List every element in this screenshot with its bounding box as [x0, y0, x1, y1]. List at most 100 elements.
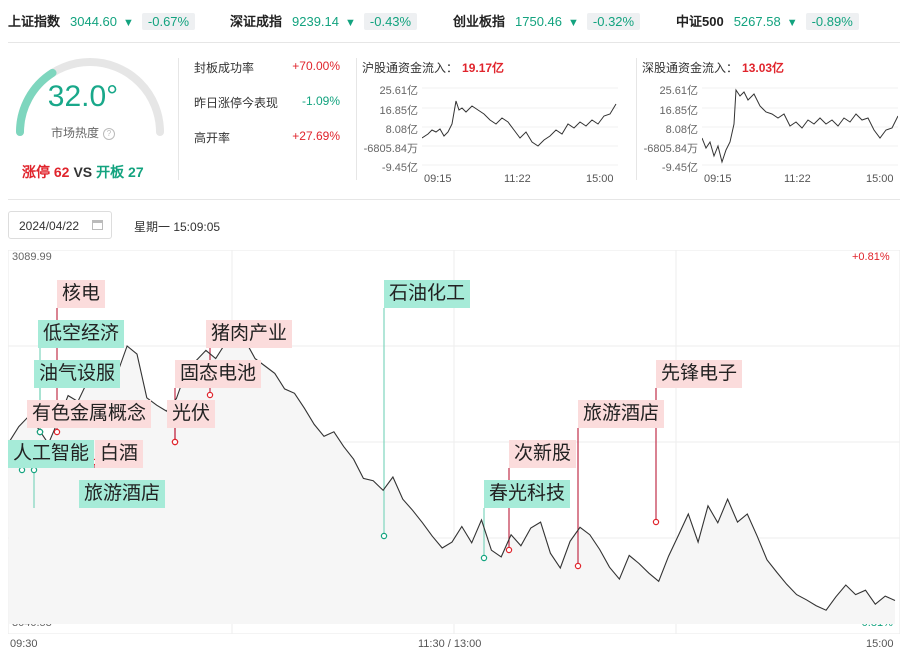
index-name: 中证500: [676, 14, 724, 29]
sector-tag[interactable]: 人工智能: [8, 440, 95, 468]
marker-dot[interactable]: [53, 428, 61, 436]
index-change: -0.43%: [363, 13, 418, 30]
limit-summary: 涨停 62 VS 开板 27: [22, 162, 144, 182]
marker-dot[interactable]: [206, 391, 214, 399]
flow-title: 沪股通资金流入： 19.17亿: [362, 59, 504, 76]
weekday-time: 星期一 15:09:05: [134, 220, 221, 234]
limit-up-label: 涨停: [22, 164, 50, 180]
flow-title-label: 沪股通资金流入：: [362, 61, 459, 75]
sector-tag[interactable]: 白酒: [95, 440, 144, 468]
flow-title-label: 深股通资金流入：: [642, 61, 739, 75]
y-tick: 16.85亿: [659, 105, 698, 117]
stat-value: +27.69%: [292, 129, 340, 143]
index-value: 3044.60: [70, 14, 118, 29]
flow-value: 13.03亿: [742, 61, 785, 75]
index-change: -0.89%: [805, 13, 859, 30]
calendar-icon[interactable]: [92, 220, 103, 230]
flow-value: 19.17亿: [462, 61, 505, 75]
y-tick: 8.08亿: [665, 124, 698, 136]
index-value: 9239.14: [292, 14, 340, 29]
index-name: 上证指数: [8, 14, 61, 29]
marker-dot[interactable]: [574, 562, 582, 570]
x-tick: 09:15: [424, 173, 452, 185]
down-arrow-icon: ▼: [123, 17, 134, 29]
index-item[interactable]: 深证成指 9239.14 ▼ -0.43%: [230, 11, 418, 30]
index-name: 创业板指: [453, 14, 506, 29]
y-tick: 25.61亿: [659, 85, 698, 97]
x-tick: 11:22: [784, 173, 811, 185]
sector-tag[interactable]: 先锋电子: [656, 360, 743, 388]
y-tick: 8.08亿: [385, 124, 418, 136]
divider: [8, 42, 900, 43]
index-item[interactable]: 中证500 5267.58 ▼ -0.89%: [676, 11, 859, 30]
y-tick: -9.45亿: [381, 162, 418, 174]
price-line: [8, 335, 896, 611]
sector-tag[interactable]: 油气设服: [34, 360, 121, 388]
sector-tag[interactable]: 猪肉产业: [206, 320, 293, 348]
sector-tag[interactable]: 核电: [57, 280, 106, 308]
limit-up-count: 62: [53, 164, 70, 180]
index-value: 1750.46: [515, 14, 563, 29]
marker-dot[interactable]: [380, 532, 388, 540]
y-tick: 16.85亿: [379, 105, 418, 117]
marker-dot[interactable]: [480, 554, 488, 562]
y-max-label: 3089.99: [12, 251, 52, 263]
question-circle-icon[interactable]: ?: [103, 128, 115, 140]
grid: [702, 87, 898, 166]
open-label: 开板: [96, 164, 125, 180]
marker-dot[interactable]: [18, 466, 26, 474]
y-tick: -9.45亿: [661, 162, 698, 174]
sector-tag[interactable]: 有色金属概念: [27, 400, 152, 428]
sector-tag[interactable]: 石油化工: [384, 280, 471, 308]
date-picker[interactable]: 2024/04/22: [8, 211, 112, 239]
index-item[interactable]: 创业板指 1750.46 ▼ -0.32%: [453, 11, 641, 30]
date-value: 2024/04/22: [19, 219, 80, 233]
sector-tag[interactable]: 旅游酒店: [578, 400, 665, 428]
x-tick: 09:15: [704, 173, 732, 185]
marker-dot[interactable]: [505, 546, 513, 554]
divider: [356, 58, 357, 180]
down-arrow-icon: ▼: [786, 17, 798, 29]
gauge-arc: [16, 58, 164, 136]
sector-tag[interactable]: 光伏: [167, 400, 216, 428]
y-tick: 25.61亿: [379, 85, 418, 97]
sector-tag[interactable]: 春光科技: [484, 480, 571, 508]
vs-text: VS: [73, 164, 93, 180]
y-tick: -6805.84万: [643, 143, 698, 155]
divider: [636, 58, 637, 180]
flow-title: 深股通资金流入： 13.03亿: [642, 59, 784, 76]
gauge-fill: [16, 68, 57, 136]
flow-line: [422, 100, 617, 147]
intraday-plot: [8, 250, 900, 634]
index-name: 深证成指: [230, 14, 283, 29]
marker-dot[interactable]: [30, 466, 38, 474]
down-arrow-icon: ▼: [568, 17, 579, 29]
pct-max-label: +0.81%: [852, 251, 890, 263]
marker-dot[interactable]: [171, 438, 179, 446]
index-item[interactable]: 上证指数 3044.60 ▼ -0.67%: [8, 11, 196, 30]
sector-tag[interactable]: 固态电池: [175, 360, 262, 388]
flow-line-chart: [422, 87, 618, 166]
sector-tag[interactable]: 低空经济: [38, 320, 125, 348]
grid: [422, 87, 618, 166]
flow-line: [702, 88, 898, 164]
divider: [178, 58, 179, 180]
heat-label: 市场热度: [50, 126, 99, 140]
marker-dot[interactable]: [652, 518, 660, 526]
x-tick: 11:22: [504, 173, 531, 185]
y-tick: -6805.84万: [363, 143, 418, 155]
market-heat-gauge: 32.0° 市场热度?: [8, 48, 168, 188]
x-tick: 15:00: [866, 173, 894, 185]
index-change: -0.67%: [141, 13, 196, 30]
x-tick: 15:00: [586, 173, 614, 185]
price-area: [9, 336, 895, 624]
stat-label: 昨日涨停今表现: [194, 96, 279, 110]
index-value: 5267.58: [733, 14, 781, 29]
sector-tag[interactable]: 旅游酒店: [79, 480, 166, 508]
sector-tag[interactable]: 次新股: [509, 440, 577, 468]
divider: [8, 199, 900, 200]
stat-value: +70.00%: [292, 59, 340, 73]
x-label: 15:00: [866, 638, 894, 650]
flow-line-chart: [702, 87, 898, 166]
marker-dot[interactable]: [36, 428, 44, 436]
